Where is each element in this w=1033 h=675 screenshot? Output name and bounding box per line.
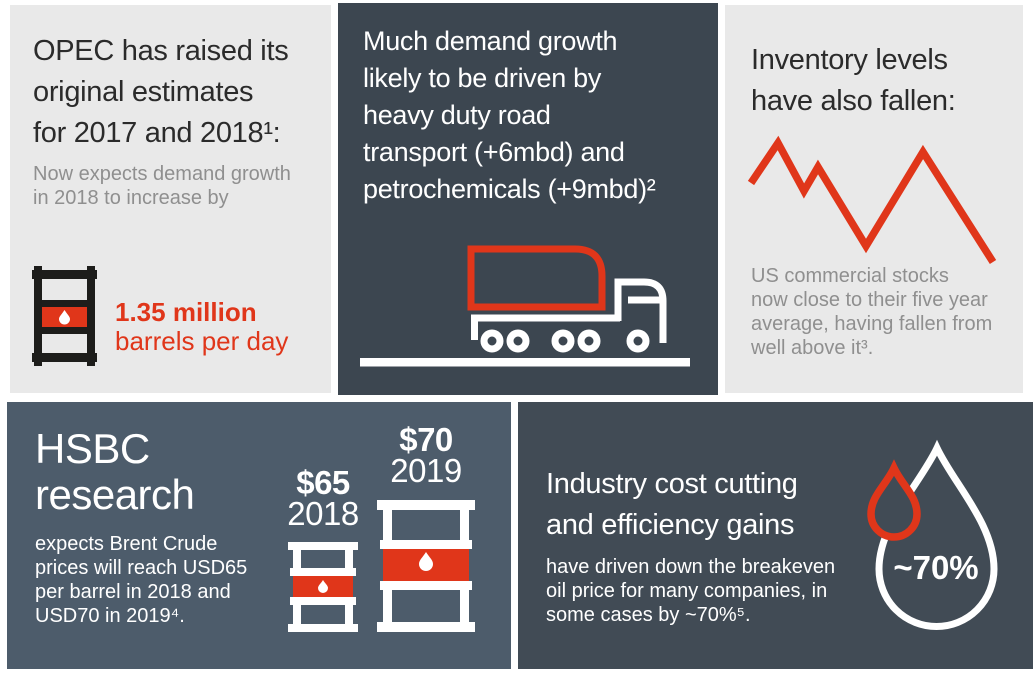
panel-cost-cutting: Industry cost cutting and efficiency gai…: [518, 402, 1033, 669]
stat-value: 1.35 million: [115, 297, 257, 327]
oil-barrel-large-icon: [377, 500, 475, 632]
inventory-subtext: US commercial stocks now close to their …: [751, 265, 993, 359]
forecast-price: $70: [399, 421, 453, 458]
forecast-label-2018: $65 2018: [278, 464, 368, 532]
inventory-heading: Inventory levels have also fallen:: [751, 44, 956, 117]
oil-barrel-icon: [32, 266, 97, 366]
oil-barrel-small-icon: [288, 542, 358, 632]
panel-demand-growth: Much demand growth likely to be driven b…: [338, 3, 718, 395]
truck-icon: [360, 245, 690, 367]
opec-demand-stat: 1.35 million barrels per day: [115, 298, 288, 356]
hsbc-subtext: expects Brent Crude prices will reach US…: [35, 533, 248, 627]
cost-heading: Industry cost cutting and efficiency gai…: [546, 468, 798, 541]
opec-heading: OPEC has raised its original estimates f…: [33, 35, 289, 149]
panel-inventory-levels: Inventory levels have also fallen: US co…: [725, 5, 1023, 393]
panel-hsbc-research: HSBC research expects Brent Crude prices…: [7, 402, 511, 669]
demand-heading: Much demand growth likely to be driven b…: [363, 26, 656, 204]
forecast-price: $65: [296, 464, 350, 501]
stat-unit: barrels per day: [115, 326, 289, 356]
panel-opec-estimates: OPEC has raised its original estimates f…: [10, 5, 331, 393]
cost-subtext: have driven down the breakeven oil price…: [546, 556, 836, 626]
falling-line-chart-icon: [747, 135, 997, 265]
forecast-year: 2018: [287, 495, 359, 532]
hsbc-research-title: HSBC research: [35, 425, 195, 518]
cost-reduction-stat: ~70%: [893, 549, 979, 586]
opec-subtext: Now expects demand growth in 2018 to inc…: [33, 163, 291, 209]
forecast-year: 2019: [390, 452, 462, 489]
forecast-label-2019: $70 2019: [381, 421, 471, 489]
oil-droplet-icon: [867, 439, 998, 630]
